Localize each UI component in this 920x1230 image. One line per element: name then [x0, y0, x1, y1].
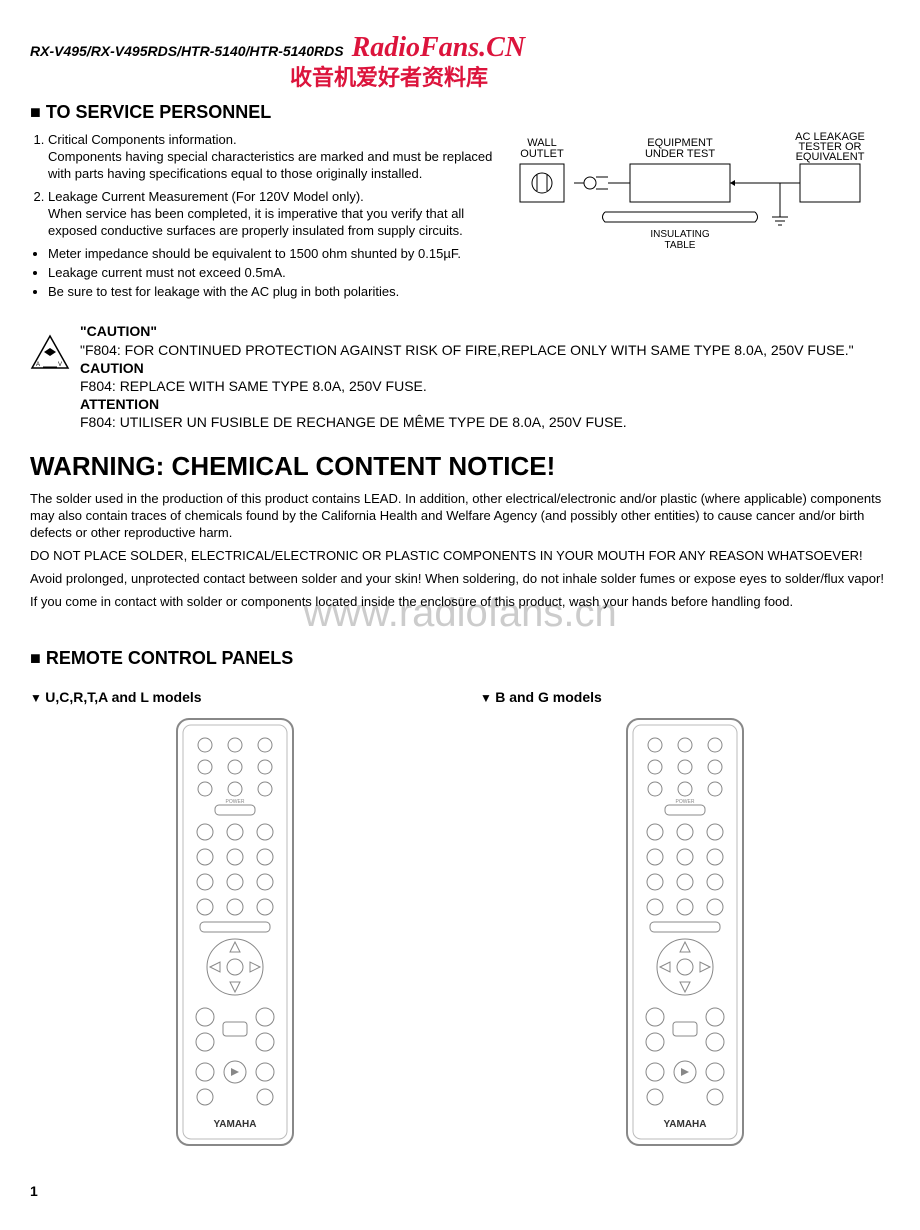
section-remote-title: REMOTE CONTROL PANELS	[30, 647, 890, 670]
remote-sub-1: U,C,R,T,A and L models	[30, 688, 440, 707]
service-ordered-list: Critical Components information. Compone…	[30, 132, 500, 239]
caution-heading-2: CAUTION	[80, 359, 890, 377]
diagram-svg: WALL OUTLET EQUIPMENT UNDER TEST AC LEAK…	[510, 132, 890, 272]
remote-sub-2: B and G models	[480, 688, 890, 707]
service-bullet-3: Be sure to test for leakage with the AC …	[48, 284, 500, 301]
watermark-chinese: 收音机爱好者资料库	[290, 64, 890, 93]
service-item2-title: Leakage Current Measurement (For 120V Mo…	[48, 189, 364, 204]
svg-text:POWER: POWER	[676, 799, 695, 805]
service-item-2: Leakage Current Measurement (For 120V Mo…	[48, 189, 500, 240]
caution-heading-1: "CAUTION"	[80, 322, 890, 340]
svg-text:TABLE: TABLE	[665, 240, 696, 251]
svg-text:POWER: POWER	[226, 799, 245, 805]
remotes-row: U,C,R,T,A and L models POWER	[30, 680, 890, 1151]
warning-p2: DO NOT PLACE SOLDER, ELECTRICAL/ELECTRON…	[30, 548, 890, 565]
watermark-site: RadioFans.CN	[352, 30, 526, 66]
remote-col-1: U,C,R,T,A and L models POWER	[30, 680, 440, 1151]
document-header: RX-V495/RX-V495RDS/HTR-5140/HTR-5140RDS …	[30, 30, 890, 66]
service-bullet-2: Leakage current must not exceed 0.5mA.	[48, 265, 500, 282]
svg-text:OUTLET: OUTLET	[520, 148, 564, 160]
leakage-diagram: WALL OUTLET EQUIPMENT UNDER TEST AC LEAK…	[510, 132, 890, 302]
caution-line-2: F804: REPLACE WITH SAME TYPE 8.0A, 250V …	[80, 377, 890, 395]
svg-text:UNDER TEST: UNDER TEST	[645, 148, 715, 160]
caution-heading-3: ATTENTION	[80, 395, 890, 413]
remote-image-1: POWER	[30, 717, 440, 1152]
svg-text:A: A	[36, 362, 40, 368]
remote-col-2: B and G models POWER	[480, 680, 890, 1151]
model-number: RX-V495/RX-V495RDS/HTR-5140/HTR-5140RDS	[30, 42, 344, 60]
service-bullet-1: Meter impedance should be equivalent to …	[48, 246, 500, 263]
remote-image-2: POWER	[480, 717, 890, 1152]
section-service-title: TO SERVICE PERSONNEL	[30, 101, 890, 124]
warning-p4: If you come in contact with solder or co…	[30, 594, 890, 611]
warning-title: WARNING: CHEMICAL CONTENT NOTICE!	[30, 450, 890, 484]
service-item1-body: Components having special characteristic…	[48, 149, 492, 181]
caution-triangle-icon: A V	[30, 334, 70, 431]
service-text-column: Critical Components information. Compone…	[30, 132, 500, 302]
service-bullet-list: Meter impedance should be equivalent to …	[30, 246, 500, 301]
warning-p3: Avoid prolonged, unprotected contact bet…	[30, 571, 890, 588]
svg-text:EQUIVALENT: EQUIVALENT	[796, 151, 865, 163]
service-content-row: Critical Components information. Compone…	[30, 132, 890, 302]
service-item1-title: Critical Components information.	[48, 132, 237, 147]
svg-text:YAMAHA: YAMAHA	[214, 1119, 257, 1130]
svg-text:V: V	[58, 362, 62, 368]
svg-text:INSULATING: INSULATING	[650, 229, 709, 240]
caution-text: "CAUTION" "F804: FOR CONTINUED PROTECTIO…	[80, 322, 890, 431]
caution-line-3: F804: UTILISER UN FUSIBLE DE RECHANGE DE…	[80, 413, 890, 431]
service-item2-body: When service has been completed, it is i…	[48, 206, 464, 238]
warning-p1: The solder used in the production of thi…	[30, 491, 890, 542]
caution-line-1: "F804: FOR CONTINUED PROTECTION AGAINST …	[80, 341, 890, 359]
service-item-1: Critical Components information. Compone…	[48, 132, 500, 183]
caution-block: A V "CAUTION" "F804: FOR CONTINUED PROTE…	[30, 322, 890, 431]
svg-text:YAMAHA: YAMAHA	[664, 1119, 707, 1130]
